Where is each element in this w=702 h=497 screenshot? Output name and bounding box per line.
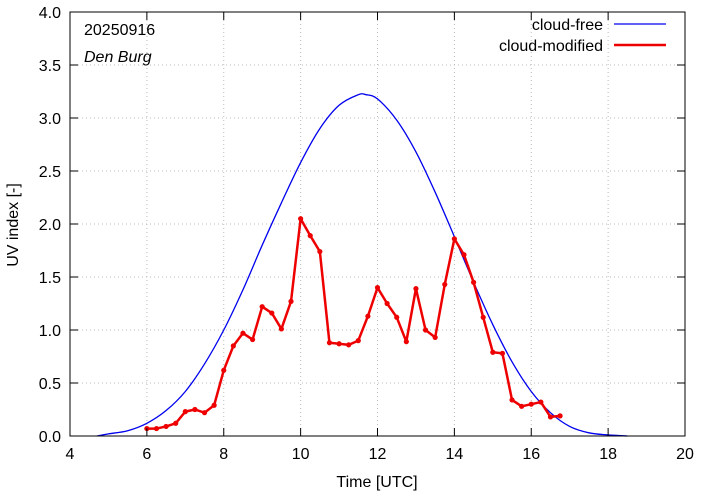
y-tick-label: 4.0 xyxy=(39,5,61,22)
data-point-cloud-modified xyxy=(221,367,227,373)
data-point-cloud-modified xyxy=(288,298,294,304)
data-point-cloud-modified xyxy=(355,338,361,344)
x-tick-label: 18 xyxy=(599,446,617,463)
data-point-cloud-modified xyxy=(173,420,179,426)
x-tick-label: 14 xyxy=(445,446,463,463)
data-point-cloud-modified xyxy=(249,336,256,343)
series-line-cloud-free xyxy=(96,93,628,437)
data-point-cloud-modified xyxy=(394,314,400,320)
y-tick-label: 3.0 xyxy=(39,111,61,128)
data-point-cloud-modified xyxy=(461,252,467,258)
data-point-cloud-modified xyxy=(547,414,554,420)
data-point-cloud-modified xyxy=(374,285,381,291)
data-point-cloud-modified xyxy=(317,248,323,255)
data-point-cloud-modified xyxy=(230,343,236,349)
data-point-cloud-modified xyxy=(403,339,409,345)
data-point-cloud-modified xyxy=(384,300,390,307)
data-point-cloud-modified xyxy=(519,403,525,409)
data-point-cloud-modified xyxy=(499,350,506,356)
data-point-cloud-modified xyxy=(422,327,429,333)
data-point-cloud-modified xyxy=(240,330,246,336)
x-axis-label: Time [UTC] xyxy=(336,474,417,491)
data-point-cloud-modified xyxy=(298,216,304,222)
data-point-cloud-modified xyxy=(307,233,313,239)
data-point-cloud-modified xyxy=(538,399,544,405)
y-tick-label: 0.0 xyxy=(39,429,61,446)
data-point-cloud-modified xyxy=(442,281,448,288)
data-point-cloud-modified xyxy=(413,286,419,292)
legend: cloud-free cloud-modified xyxy=(499,17,666,55)
x-tick-label: 8 xyxy=(219,446,228,463)
data-point-cloud-modified xyxy=(192,406,198,413)
y-tick-label: 2.5 xyxy=(39,164,61,181)
data-point-cloud-modified xyxy=(269,310,275,316)
data-point-cloud-modified xyxy=(509,397,515,403)
y-axis-label: UV index [-] xyxy=(5,183,22,267)
y-tick-label: 0.5 xyxy=(39,376,61,393)
station-annotation: Den Burg xyxy=(84,49,152,66)
x-tick-label: 12 xyxy=(369,446,387,463)
data-point-cloud-modified xyxy=(182,409,188,415)
data-point-cloud-modified xyxy=(470,279,477,285)
grid-lines xyxy=(70,12,685,436)
data-point-cloud-modified xyxy=(153,425,160,432)
data-point-cloud-modified xyxy=(490,349,496,355)
data-point-cloud-modified xyxy=(201,410,208,416)
x-tick-label: 6 xyxy=(142,446,151,463)
data-point-cloud-modified xyxy=(557,413,563,419)
date-annotation: 20250916 xyxy=(84,22,155,39)
data-point-cloud-modified xyxy=(480,314,486,320)
data-point-cloud-modified xyxy=(163,423,169,430)
data-point-cloud-modified xyxy=(211,402,217,408)
legend-label-cloud-modified: cloud-modified xyxy=(499,38,603,55)
x-tick-label: 20 xyxy=(676,446,694,463)
x-tick-label: 16 xyxy=(522,446,540,463)
data-point-cloud-modified xyxy=(451,236,457,242)
data-point-cloud-modified xyxy=(259,304,265,310)
x-tick-label: 4 xyxy=(66,446,75,463)
x-tick-label: 10 xyxy=(292,446,310,463)
data-point-cloud-modified xyxy=(365,313,371,319)
series-line-cloud-modified xyxy=(146,217,561,430)
data-point-cloud-modified xyxy=(528,401,534,407)
series-layer xyxy=(96,93,628,437)
data-point-cloud-modified xyxy=(432,334,438,341)
y-tick-label: 2.0 xyxy=(39,217,61,234)
data-point-cloud-modified xyxy=(326,340,333,346)
axis-ticks: 4 6 8 10 12 14 16 18 20 0.0 0.5 1.0 1.5 2.0 2.5 3.0 3.5 4… xyxy=(39,5,694,463)
data-point-cloud-modified xyxy=(336,341,342,347)
data-point-cloud-modified xyxy=(346,342,352,348)
y-tick-label: 1.0 xyxy=(39,323,61,340)
data-point-cloud-modified xyxy=(278,326,285,332)
y-tick-label: 1.5 xyxy=(39,270,61,287)
legend-label-cloud-free: cloud-free xyxy=(532,17,603,34)
y-tick-label: 3.5 xyxy=(39,58,61,75)
